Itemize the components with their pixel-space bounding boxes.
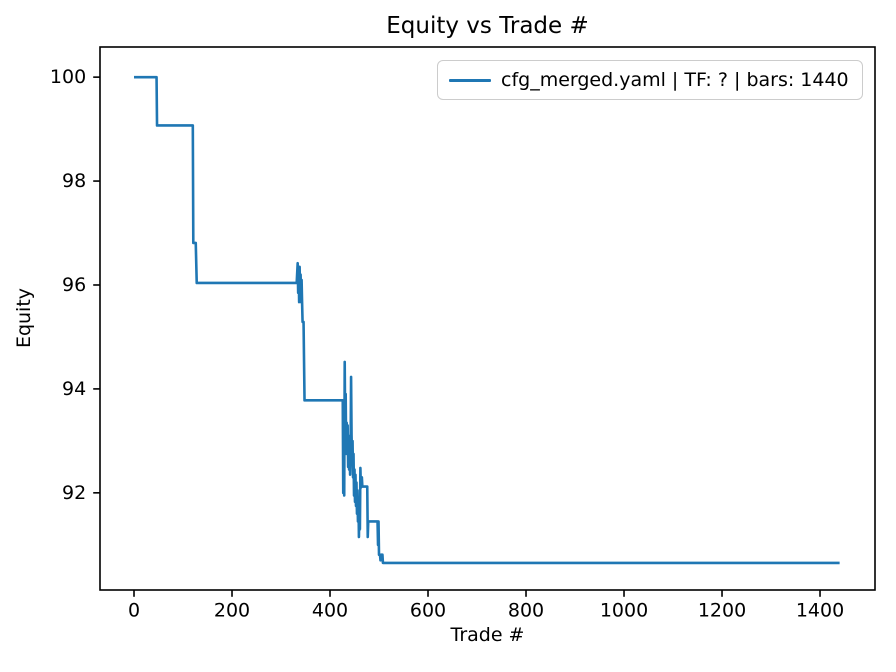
plot-frame bbox=[99, 46, 876, 591]
x-tick-label: 400 bbox=[312, 599, 348, 621]
x-tick-label: 1000 bbox=[600, 599, 648, 621]
x-tick-label: 0 bbox=[128, 599, 140, 621]
y-tick-label: 94 bbox=[62, 378, 86, 400]
y-tick-label: 92 bbox=[62, 482, 86, 504]
legend-entry-label: cfg_merged.yaml | TF: ? | bars: 1440 bbox=[501, 69, 849, 91]
x-tick-label: 600 bbox=[410, 599, 446, 621]
legend: cfg_merged.yaml | TF: ? | bars: 1440 bbox=[437, 60, 863, 100]
y-tick-label: 100 bbox=[50, 66, 86, 88]
y-tick-label: 96 bbox=[62, 274, 86, 296]
equity-line bbox=[134, 75, 840, 565]
x-tick-label: 1200 bbox=[698, 599, 746, 621]
legend-line-sample bbox=[449, 78, 491, 82]
chart-title: Equity vs Trade # bbox=[386, 13, 589, 39]
x-tick-label: 800 bbox=[508, 599, 544, 621]
y-tick-label: 98 bbox=[62, 170, 86, 192]
x-tick-label: 200 bbox=[214, 599, 250, 621]
y-axis-label: Equity bbox=[13, 287, 35, 349]
x-axis-label: Trade # bbox=[450, 624, 525, 646]
x-tick-label: 1400 bbox=[796, 599, 844, 621]
